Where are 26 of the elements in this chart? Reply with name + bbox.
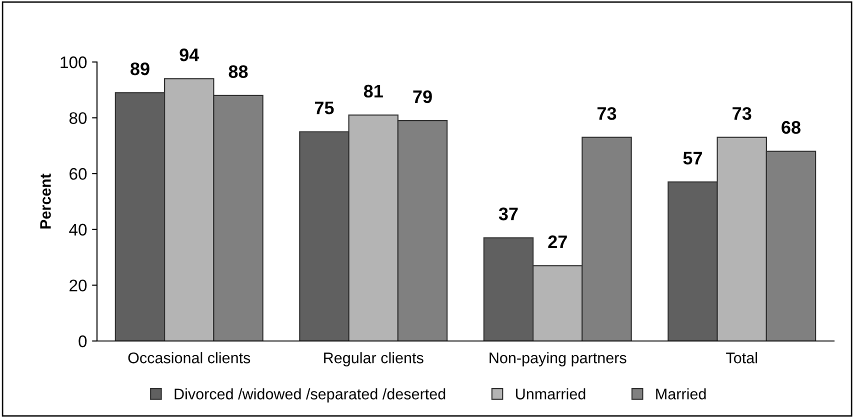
y-tick-label: 20 bbox=[70, 280, 87, 292]
data-label: 73 bbox=[732, 107, 752, 120]
y-tick-label: 0 bbox=[78, 335, 87, 348]
y-tick-label: 80 bbox=[69, 112, 87, 124]
data-label: 79 bbox=[413, 90, 432, 104]
data-label: 75 bbox=[314, 102, 334, 114]
x-tick-label: Total bbox=[726, 352, 757, 364]
legend-label: Unmarried bbox=[516, 388, 586, 400]
data-label: 57 bbox=[683, 152, 702, 165]
data-label: 73 bbox=[597, 107, 616, 120]
legend-label: Divorced /widowed /separated /deserted bbox=[174, 388, 446, 402]
y-tick-label: 100 bbox=[60, 56, 87, 68]
x-tick-label: Non-paying partners bbox=[490, 352, 626, 366]
data-label: 88 bbox=[228, 65, 248, 78]
y-tick-label: 40 bbox=[69, 224, 87, 236]
x-tick-label: Occasional clients bbox=[128, 352, 250, 364]
data-label: 27 bbox=[548, 235, 567, 248]
y-tick-label: 60 bbox=[70, 168, 87, 180]
data-label: 68 bbox=[782, 121, 800, 134]
y-axis-title: Percent bbox=[40, 174, 51, 228]
legend-label: Married bbox=[656, 388, 706, 400]
data-label: 81 bbox=[364, 84, 383, 98]
x-tick-label: Regular clients bbox=[324, 352, 424, 366]
data-label: 94 bbox=[180, 48, 200, 62]
data-label: 89 bbox=[130, 62, 150, 76]
data-label: 37 bbox=[498, 208, 518, 220]
